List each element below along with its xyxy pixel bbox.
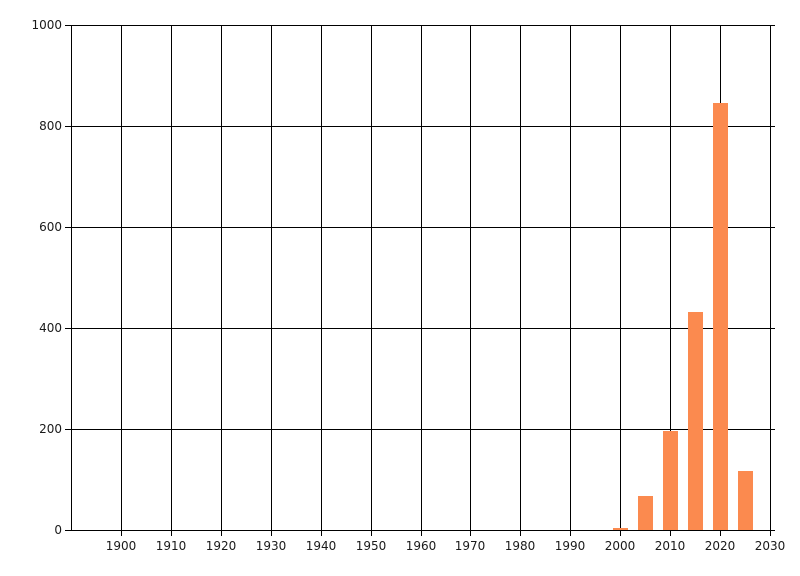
x-axis-tick-label: 1970: [454, 539, 486, 553]
gridline-vertical: [520, 25, 521, 530]
gridline-horizontal: [71, 227, 775, 228]
y-axis-tick: [65, 227, 71, 228]
gridline-vertical: [371, 25, 372, 530]
y-axis-tick: [65, 25, 71, 26]
x-axis-tick: [121, 530, 122, 536]
x-axis-tick-label: 1960: [405, 539, 437, 553]
x-axis-tick: [371, 530, 372, 536]
x-axis-tick: [470, 530, 471, 536]
gridline-horizontal: [71, 429, 775, 430]
x-axis-tick-label: 2000: [604, 539, 636, 553]
plot-area: [65, 25, 775, 536]
bar: [613, 528, 628, 530]
x-axis-line: [71, 530, 775, 531]
gridline-vertical: [171, 25, 172, 530]
bar: [738, 471, 753, 530]
gridline-vertical: [421, 25, 422, 530]
bar: [688, 312, 703, 530]
gridline-vertical: [121, 25, 122, 530]
x-axis-tick-label: 1920: [205, 539, 237, 553]
y-axis-tick-label: 400: [39, 321, 62, 335]
y-axis-tick-label: 800: [39, 119, 62, 133]
x-axis-tick: [520, 530, 521, 536]
gridline-vertical: [620, 25, 621, 530]
gridline-vertical: [321, 25, 322, 530]
gridline-vertical: [570, 25, 571, 530]
x-axis-tick-label: 2030: [754, 539, 786, 553]
y-axis-tick: [65, 429, 71, 430]
y-axis-tick-label: 1000: [31, 18, 62, 32]
gridline-horizontal: [71, 328, 775, 329]
y-axis-tick: [65, 530, 71, 531]
y-axis-tick: [65, 328, 71, 329]
bar: [713, 103, 728, 530]
x-axis-tick-label: 2010: [654, 539, 686, 553]
gridline-horizontal: [71, 25, 775, 26]
x-axis-tick-label: 1930: [255, 539, 287, 553]
y-axis-line: [71, 25, 72, 531]
gridline-vertical: [770, 25, 771, 530]
bar: [663, 431, 678, 530]
x-axis-tick: [221, 530, 222, 536]
x-axis-tick-label: 1950: [355, 539, 387, 553]
y-axis-tick-label: 600: [39, 220, 62, 234]
x-axis-tick-label: 2020: [704, 539, 736, 553]
x-axis-tick: [770, 530, 771, 536]
x-axis-tick: [720, 530, 721, 536]
x-axis-tick: [171, 530, 172, 536]
gridline-vertical: [470, 25, 471, 530]
x-axis-tick: [321, 530, 322, 536]
bar: [638, 496, 653, 530]
x-axis-tick: [670, 530, 671, 536]
x-axis-tick: [620, 530, 621, 536]
x-axis-tick-label: 1990: [554, 539, 586, 553]
x-axis-tick-label: 1940: [305, 539, 337, 553]
y-axis-tick-label: 0: [54, 523, 62, 537]
gridline-vertical: [271, 25, 272, 530]
gridline-horizontal: [71, 126, 775, 127]
x-axis-tick: [271, 530, 272, 536]
gridline-vertical: [670, 25, 671, 530]
x-axis-tick-label: 1980: [504, 539, 536, 553]
y-axis-tick-label: 200: [39, 422, 62, 436]
gridline-vertical: [221, 25, 222, 530]
x-axis-tick: [570, 530, 571, 536]
y-axis-tick: [65, 126, 71, 127]
x-axis-tick-label: 1910: [155, 539, 187, 553]
x-axis-tick: [421, 530, 422, 536]
x-axis-tick-label: 1900: [105, 539, 137, 553]
